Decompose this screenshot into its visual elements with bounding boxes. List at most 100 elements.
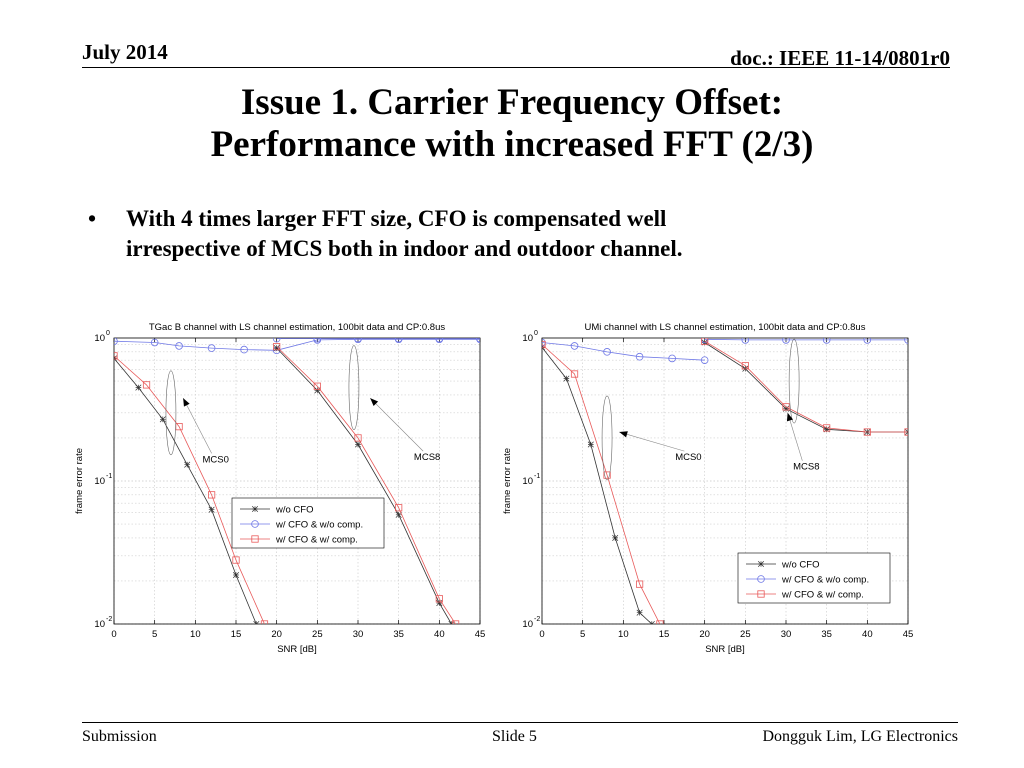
data-point — [863, 338, 872, 344]
data-point — [314, 387, 321, 394]
data-point — [741, 338, 750, 344]
x-tick-label: 0 — [539, 629, 544, 640]
data-point — [114, 355, 118, 362]
bullet-list: • With 4 times larger FFT size, CFO is c… — [88, 204, 928, 264]
data-point — [159, 416, 166, 423]
data-point — [184, 461, 191, 468]
y-tick-exponent: -1 — [106, 473, 112, 480]
series-line-mcs8-3 — [276, 347, 452, 624]
annotation-arrow-line — [619, 431, 685, 452]
y-tick-label: 10 — [522, 476, 533, 487]
data-point — [823, 424, 831, 432]
x-tick-label: 0 — [111, 629, 116, 640]
series-group — [114, 338, 480, 624]
x-tick-label: 20 — [271, 629, 282, 640]
data-point — [823, 426, 830, 433]
y-tick-exponent: -2 — [534, 616, 540, 623]
x-tick-label: 10 — [618, 629, 629, 640]
data-point — [135, 384, 142, 391]
data-point — [150, 338, 159, 347]
series-line-mcs0-2 — [542, 344, 661, 624]
annotation-arrow-line — [182, 397, 212, 454]
x-tick-label: 45 — [475, 629, 486, 640]
x-tick-label: 5 — [152, 629, 157, 640]
legend-label: w/ CFO & w/o comp. — [781, 575, 869, 586]
data-point — [435, 338, 444, 343]
data-point — [476, 338, 480, 343]
data-point — [448, 620, 455, 624]
header-divider — [82, 67, 950, 68]
data-point — [260, 620, 269, 624]
footer-slide-number: Slide 5 — [492, 728, 537, 745]
y-tick-label: 10 — [94, 619, 105, 630]
legend-label: w/o CFO — [781, 560, 819, 571]
series-line-mcs0-0 — [542, 347, 653, 624]
x-axis-label: SNR [dB] — [705, 644, 745, 655]
footer-divider — [82, 722, 958, 723]
y-axis-label: frame error rate — [74, 448, 85, 514]
header-date: July 2014 — [82, 40, 168, 64]
x-tick-label: 5 — [580, 629, 585, 640]
data-point — [142, 381, 151, 389]
data-point — [240, 345, 248, 354]
grid — [113, 338, 481, 625]
chart-title: TGac B channel with LS channel estimatio… — [149, 322, 446, 333]
header-doc-id: doc.: IEEE 11-14/0801r0 — [730, 46, 950, 70]
annotation-label: MCS0 — [202, 454, 228, 465]
annotation-arrow-line — [787, 412, 803, 461]
x-axis-label: SNR [dB] — [277, 644, 317, 655]
data-point — [232, 556, 240, 564]
annotation-label: MCS8 — [793, 462, 819, 473]
data-point — [603, 471, 611, 479]
annotation-arrow-line — [369, 397, 424, 452]
legend-marker — [757, 560, 765, 568]
arrow-head-icon — [786, 412, 794, 422]
data-point — [253, 620, 260, 624]
annotation-ellipse — [788, 338, 800, 424]
y-tick-label: 10 — [94, 476, 105, 487]
x-tick-label: 25 — [740, 629, 751, 640]
series-line-mcs8-5 — [276, 346, 456, 624]
data-point — [272, 338, 281, 343]
data-point — [782, 403, 790, 411]
data-point — [232, 571, 240, 579]
x-tick-label: 40 — [434, 629, 445, 640]
series-line-mcs8-3 — [704, 342, 908, 433]
legend-marker — [251, 505, 259, 513]
footer-author: Dongguk Lim, LG Electronics — [762, 728, 958, 745]
data-point — [700, 356, 709, 364]
footer-submission: Submission — [82, 728, 157, 745]
data-point — [603, 348, 611, 356]
legend-label: w/ CFO & w/ comp. — [781, 590, 864, 601]
data-point — [570, 370, 579, 378]
arrow-head-icon — [619, 431, 628, 438]
y-tick-label: 10 — [522, 333, 533, 344]
legend-marker — [757, 590, 765, 598]
legend-label: w/ CFO & w/ comp. — [275, 535, 358, 546]
series-line-mcs8-4 — [704, 338, 908, 341]
chart-title: UMi channel with LS channel estimation, … — [585, 322, 866, 333]
data-point — [175, 342, 183, 350]
data-point — [114, 338, 118, 345]
series-line-mcs0-0 — [114, 358, 257, 624]
legend: w/o CFO w/ CFO & w/o comp. w/ CFO & w/ com… — [231, 497, 385, 549]
slide-title: Issue 1. Carrier Frequency Offset: Perfo… — [60, 82, 964, 166]
series-line-mcs0-1 — [542, 342, 705, 361]
x-tick-label: 20 — [699, 629, 710, 640]
data-point — [782, 405, 790, 412]
data-point — [354, 441, 362, 448]
y-tick-exponent: 0 — [106, 330, 110, 337]
bullet-text-line-1: With 4 times larger FFT size, CFO is com… — [126, 206, 667, 231]
data-point — [313, 338, 322, 343]
x-tick-label: 10 — [190, 629, 201, 640]
data-point — [904, 338, 908, 344]
series-line-mcs8-5 — [704, 340, 908, 433]
x-tick-label: 40 — [862, 629, 873, 640]
data-point — [904, 428, 908, 436]
data-point — [782, 338, 790, 344]
series-group — [542, 338, 908, 624]
data-point — [313, 382, 321, 390]
y-tick-exponent: -1 — [534, 473, 540, 480]
data-point — [587, 441, 594, 448]
